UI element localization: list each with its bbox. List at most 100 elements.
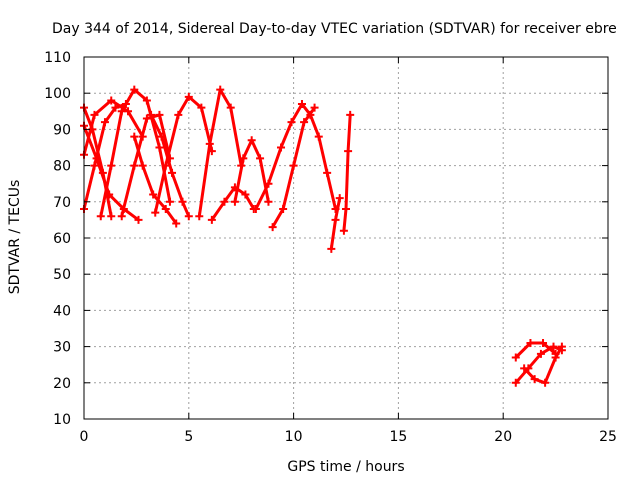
data-point-sat-t-0	[520, 364, 529, 373]
series-sat-i	[147, 110, 193, 221]
series-sat-l	[230, 136, 273, 206]
series-sat-p	[327, 194, 344, 253]
x-tick-label-25: 25	[599, 429, 617, 445]
data-point-sat-q-3	[346, 110, 355, 119]
data-point-sat-h-4	[197, 103, 206, 112]
chart-title: Day 344 of 2014, Sidereal Day-to-day VTE…	[52, 21, 617, 37]
y-tick-label-100: 100	[44, 86, 71, 102]
data-point-sat-o-2	[314, 132, 323, 141]
data-point-sat-j-3	[226, 103, 235, 112]
data-point-sat-j-1	[205, 139, 214, 148]
data-point-sat-e-4	[142, 96, 151, 105]
data-point-sat-e-1	[107, 161, 116, 170]
data-point-sat-e-0	[96, 212, 105, 221]
data-point-sat-e-6	[165, 197, 174, 206]
data-point-sat-p-2	[335, 194, 344, 203]
data-point-sat-i-0	[147, 110, 156, 119]
data-point-sat-l-4	[264, 197, 273, 206]
data-point-sat-g-0	[130, 132, 139, 141]
data-point-sat-i-2	[168, 168, 177, 177]
series-group	[80, 85, 566, 387]
x-axis-label: GPS time / hours	[287, 459, 404, 475]
data-point-sat-l-3	[256, 154, 265, 163]
y-tick-label-30: 30	[53, 340, 71, 356]
grid-lines	[84, 57, 608, 419]
series-sat-e	[96, 85, 174, 221]
data-point-sat-h-2	[174, 110, 183, 119]
data-point-sat-t-2	[541, 378, 550, 387]
x-tick-label-15: 15	[389, 429, 407, 445]
data-point-sat-t-4	[557, 342, 566, 351]
y-axis-label: SDTVAR / TECUs	[7, 180, 23, 295]
data-point-sat-n-1	[279, 205, 288, 214]
data-point-sat-g-4	[172, 219, 181, 228]
data-point-sat-t-3	[551, 353, 560, 362]
series-line-sat-s	[514, 341, 558, 359]
x-tick-label-5: 5	[184, 429, 193, 445]
y-tick-label-10: 10	[53, 412, 71, 428]
data-point-sat-o-3	[323, 168, 332, 177]
data-point-sat-r-0	[511, 378, 520, 387]
series-sat-g	[130, 132, 181, 228]
data-point-sat-p-0	[327, 244, 336, 253]
data-point-sat-p-1	[331, 215, 340, 224]
data-point-sat-g-2	[149, 190, 158, 199]
data-point-sat-b-4	[134, 215, 143, 224]
x-tick-label-0: 0	[80, 429, 89, 445]
data-point-sat-h-0	[151, 208, 160, 217]
data-point-sat-c-1	[90, 161, 99, 170]
series-line-sat-h	[153, 95, 214, 215]
data-point-sat-h-3	[184, 92, 193, 101]
data-point-sat-r-3	[549, 342, 558, 351]
y-tick-label-20: 20	[53, 376, 71, 392]
data-point-sat-q-1	[342, 205, 350, 214]
data-point-sat-e-3	[130, 85, 139, 94]
data-point-sat-l-1	[239, 154, 248, 163]
data-point-sat-s-1	[526, 338, 535, 347]
data-point-sat-d-2	[107, 96, 116, 105]
data-point-sat-f-0	[117, 212, 126, 221]
data-point-sat-g-3	[161, 205, 170, 214]
data-point-sat-l-2	[247, 136, 256, 145]
x-tick-label-10: 10	[285, 429, 303, 445]
data-point-sat-f-3	[155, 110, 164, 119]
series-sat-n	[268, 103, 319, 232]
data-point-sat-c-3	[111, 103, 120, 112]
data-point-sat-g-1	[138, 161, 147, 170]
y-tick-label-110: 110	[44, 50, 71, 66]
data-point-sat-m-2	[277, 143, 286, 152]
series-line-sat-q	[342, 113, 352, 233]
data-point-sat-q-0	[339, 226, 348, 235]
data-point-sat-i-1	[157, 132, 166, 141]
data-point-sat-q-2	[344, 147, 353, 156]
data-point-sat-o-1	[306, 110, 315, 119]
data-point-sat-j-2	[216, 85, 225, 94]
axis-ticks: 0 5 10 15 20 25 10 20 30 40 50 60 70 80 90 100 110	[44, 50, 617, 445]
data-point-sat-s-2	[539, 338, 548, 347]
data-point-sat-j-0	[195, 212, 204, 221]
data-point-sat-e-2	[117, 107, 126, 116]
series-sat-q	[339, 110, 355, 235]
data-point-sat-o-0	[297, 100, 306, 109]
data-point-sat-n-2	[289, 161, 298, 170]
data-point-sat-f-1	[130, 161, 139, 170]
y-tick-label-80: 80	[53, 159, 71, 175]
y-tick-label-60: 60	[53, 231, 71, 247]
data-point-sat-n-0	[268, 223, 277, 232]
series-sat-f	[117, 110, 174, 221]
data-point-sat-l-0	[230, 197, 239, 206]
data-point-sat-r-2	[536, 349, 545, 358]
data-point-sat-t-1	[530, 375, 539, 384]
data-point-sat-n-4	[310, 103, 319, 112]
data-point-sat-i-4	[184, 212, 193, 221]
data-point-sat-e-5	[155, 143, 164, 152]
data-point-sat-f-2	[142, 114, 151, 123]
y-tick-label-40: 40	[53, 303, 71, 319]
data-point-sat-m-1	[264, 179, 273, 188]
data-point-sat-m-0	[251, 205, 260, 214]
data-point-sat-s-0	[511, 353, 520, 362]
data-point-sat-n-3	[300, 118, 309, 127]
